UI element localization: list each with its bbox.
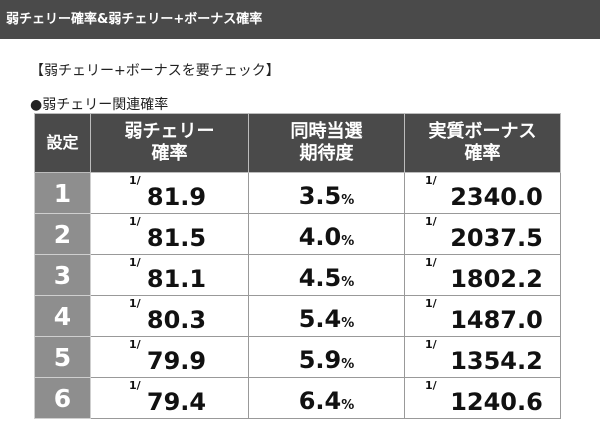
bonus-cell: 1/1240.6 — [404, 377, 561, 419]
setting-cell: 3 — [34, 254, 91, 296]
expectation-value: 4.5 — [298, 264, 342, 292]
bonus-value: 1802.2 — [450, 265, 543, 293]
weak-cherry-cell: 1/79.9 — [90, 336, 249, 378]
fraction-prefix: 1/ — [129, 338, 141, 351]
fraction-prefix: 1/ — [425, 379, 437, 392]
header-expectation-line2: 期待度 — [299, 143, 354, 164]
weak-cherry-value: 79.4 — [146, 388, 207, 416]
table-row: 5 1/79.9 5.9% 1/1354.2 — [34, 336, 561, 378]
weak-cherry-value: 79.9 — [146, 347, 207, 375]
fraction-prefix: 1/ — [129, 256, 141, 269]
setting-cell: 4 — [34, 295, 91, 337]
fraction-prefix: 1/ — [425, 338, 437, 351]
expectation-cell: 5.9% — [248, 336, 405, 378]
header-bonus-line2: 確率 — [464, 143, 501, 164]
table-row: 4 1/80.3 5.4% 1/1487.0 — [34, 295, 561, 337]
bonus-value: 2037.5 — [450, 224, 543, 252]
weak-cherry-cell: 1/80.3 — [90, 295, 249, 337]
bonus-value: 1487.0 — [450, 306, 543, 334]
header-bonus-line1: 実質ボーナス — [428, 121, 537, 142]
fraction-prefix: 1/ — [129, 174, 141, 187]
expectation-cell: 4.5% — [248, 254, 405, 296]
table-row: 1 1/81.9 3.5% 1/2340.0 — [34, 172, 561, 214]
setting-value: 3 — [53, 260, 72, 290]
bonus-cell: 1/1802.2 — [404, 254, 561, 296]
bonus-value: 1240.6 — [450, 388, 543, 416]
setting-value: 1 — [53, 178, 72, 208]
setting-value: 5 — [53, 342, 72, 372]
weak-cherry-value: 80.3 — [146, 306, 207, 334]
weak-cherry-table: 設定 弱チェリー 確率 同時当選 期待度 実質ボーナス 確率 1 1/81.9 3.… — [34, 113, 561, 419]
header-expectation-line1: 同時当選 — [290, 121, 363, 142]
setting-cell: 2 — [34, 213, 91, 255]
header-weak-cherry-line2: 確率 — [151, 143, 188, 164]
expectation-cell: 5.4% — [248, 295, 405, 337]
section-header: 弱チェリー確率&弱チェリー+ボーナス確率 — [0, 0, 600, 39]
percent-sign: % — [341, 398, 355, 413]
weak-cherry-value: 81.1 — [146, 265, 207, 293]
table-row: 6 1/79.4 6.4% 1/1240.6 — [34, 377, 561, 419]
header-weak-cherry: 弱チェリー 確率 — [90, 113, 249, 173]
weak-cherry-value: 81.9 — [146, 183, 207, 211]
header-bonus: 実質ボーナス 確率 — [404, 113, 561, 173]
header-weak-cherry-line1: 弱チェリー — [124, 121, 215, 142]
fraction-prefix: 1/ — [425, 256, 437, 269]
fraction-prefix: 1/ — [129, 215, 141, 228]
weak-cherry-cell: 1/79.4 — [90, 377, 249, 419]
percent-sign: % — [341, 275, 355, 290]
intro-text: 【弱チェリー+ボーナスを要チェック】 — [30, 63, 280, 79]
fraction-prefix: 1/ — [425, 297, 437, 310]
expectation-value: 5.9 — [298, 346, 342, 374]
percent-sign: % — [341, 193, 355, 208]
expectation-value: 5.4 — [298, 305, 342, 333]
fraction-prefix: 1/ — [425, 215, 437, 228]
header-expectation: 同時当選 期待度 — [248, 113, 405, 173]
setting-value: 4 — [53, 301, 72, 331]
expectation-value: 3.5 — [298, 182, 342, 210]
expectation-value: 6.4 — [298, 387, 342, 415]
bonus-cell: 1/2340.0 — [404, 172, 561, 214]
bonus-cell: 1/2037.5 — [404, 213, 561, 255]
setting-value: 6 — [53, 383, 72, 413]
table-row: 2 1/81.5 4.0% 1/2037.5 — [34, 213, 561, 255]
setting-value: 2 — [53, 219, 72, 249]
expectation-value: 4.0 — [298, 223, 342, 251]
expectation-cell: 3.5% — [248, 172, 405, 214]
percent-sign: % — [341, 357, 355, 372]
weak-cherry-cell: 1/81.1 — [90, 254, 249, 296]
bonus-value: 2340.0 — [450, 183, 543, 211]
header-setting: 設定 — [34, 113, 91, 173]
expectation-cell: 4.0% — [248, 213, 405, 255]
table-row: 3 1/81.1 4.5% 1/1802.2 — [34, 254, 561, 296]
bonus-value: 1354.2 — [450, 347, 543, 375]
fraction-prefix: 1/ — [425, 174, 437, 187]
fraction-prefix: 1/ — [129, 379, 141, 392]
fraction-prefix: 1/ — [129, 297, 141, 310]
percent-sign: % — [341, 234, 355, 249]
setting-cell: 6 — [34, 377, 91, 419]
bonus-cell: 1/1354.2 — [404, 336, 561, 378]
weak-cherry-cell: 1/81.9 — [90, 172, 249, 214]
setting-cell: 1 — [34, 172, 91, 214]
setting-cell: 5 — [34, 336, 91, 378]
expectation-cell: 6.4% — [248, 377, 405, 419]
bonus-cell: 1/1487.0 — [404, 295, 561, 337]
table-caption: ●弱チェリー関連確率 — [30, 97, 169, 113]
table-header-row: 設定 弱チェリー 確率 同時当選 期待度 実質ボーナス 確率 — [34, 113, 561, 173]
percent-sign: % — [341, 316, 355, 331]
weak-cherry-value: 81.5 — [146, 224, 207, 252]
weak-cherry-cell: 1/81.5 — [90, 213, 249, 255]
